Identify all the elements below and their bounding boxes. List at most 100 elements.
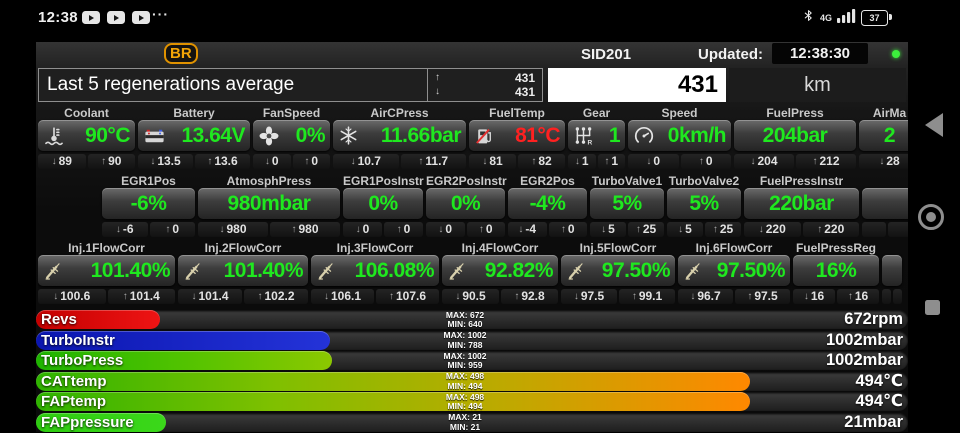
down-arrow-icon: ↓ (574, 156, 580, 167)
br-logo[interactable]: BR (164, 43, 198, 64)
down-arrow-icon: ↓ (482, 156, 488, 167)
gauge-min: ↓ 89 (38, 154, 86, 169)
gauge-min-max: ↓ 13.5 ↑ 13.6 (138, 154, 250, 169)
gauge-min-max: ↓ 0 ↑ 0 (343, 222, 423, 237)
injector-icon (447, 261, 467, 281)
up-arrow-icon: ↑ (635, 224, 641, 235)
gauge-label (882, 241, 902, 255)
distance-input[interactable]: 431 (548, 68, 726, 102)
home-icon[interactable] (918, 204, 944, 230)
gauge-min-max: ↓ -4 ↑ 0 (508, 222, 587, 237)
gauge-value-box[interactable]: 5% (590, 188, 664, 219)
gauge-value-box[interactable]: 101.40% (38, 255, 175, 286)
meter-bar-turboinstr[interactable]: TurboInstr MAX: 1002 MIN: 788 1002mbar (36, 330, 908, 350)
gauge-min-max: ↓ 90.5 ↑ 92.8 (442, 289, 558, 304)
gauge-value-box[interactable]: 106.08% (311, 255, 439, 286)
gauge-min: ↓ 0 (628, 154, 679, 169)
regen-selector[interactable]: Last 5 regenerations average ↑ 431 ↓ 431 (38, 68, 543, 102)
meter-bar-faptemp[interactable]: FAPtemp MAX: 498 MIN: 494 494℃ (36, 392, 908, 411)
down-arrow-icon: ↓ (355, 224, 361, 235)
gauge-value-box[interactable] (862, 188, 908, 219)
down-arrow-icon: ↓ (435, 86, 440, 97)
down-arrow-icon: ↓ (750, 156, 756, 167)
gauge-value-box[interactable]: 2 (859, 120, 908, 151)
gauge-value-box[interactable]: 204bar (734, 120, 856, 151)
up-arrow-icon: ↑ (304, 156, 310, 167)
gauge-min: ↓ 97.5 (561, 289, 617, 304)
gauge-min-max: ↓ 96.7 ↑ 97.5 (678, 289, 790, 304)
gauge-label: AirMa (872, 106, 907, 120)
gauge-value-box[interactable]: 81°C (469, 120, 565, 151)
gauge-label: Inj.5FlowCorr (579, 241, 657, 255)
gauge-min: ↓ 0 (253, 154, 291, 169)
up-arrow-icon: ↑ (514, 291, 520, 302)
down-arrow-icon: ↓ (350, 156, 356, 167)
gauge-value-box[interactable]: 11.66bar (333, 120, 466, 151)
meter-bar-revs[interactable]: Revs MAX: 672 MIN: 640 672rpm (36, 310, 908, 329)
gauge-value: 0km/h (667, 123, 727, 147)
gauge-value-box[interactable]: 16% (793, 255, 879, 286)
gauge-value-box[interactable]: 0% (426, 188, 505, 219)
meter-bar-fappressure[interactable]: FAPpressure MAX: 21 MIN: 21 21mbar (36, 412, 908, 432)
gauge-value-box[interactable]: 13.64V (138, 120, 250, 151)
fan-icon (258, 125, 280, 147)
gauge-label (862, 174, 908, 188)
gauge-cell: Inj.4FlowCorr 92.82% ↓ 90.5 ↑ 92.8 (442, 241, 558, 304)
meter-bar-fill (36, 371, 751, 391)
gauge-value-box[interactable]: 90°C (38, 120, 135, 151)
gauge-max: ↑ 13.6 (195, 154, 250, 169)
gauge-value-box[interactable]: 0km/h (628, 120, 731, 151)
gauge-value-box[interactable]: 0% (253, 120, 330, 151)
gauge-max (893, 289, 902, 304)
gauge-min-max: ↓ 106.1 ↑ 107.6 (311, 289, 439, 304)
gauge-value-box[interactable]: 220bar (744, 188, 859, 219)
gauge-value: 11.66bar (380, 123, 462, 147)
bluetooth-icon (802, 7, 815, 29)
meter-bar-min-max: MAX: 21 MIN: 21 (448, 412, 482, 432)
back-icon[interactable] (925, 113, 943, 137)
gauge-value-box[interactable]: 97.50% (561, 255, 675, 286)
gauge-min-max: ↓ 0 ↑ 0 (426, 222, 505, 237)
gauge-value-box[interactable] (882, 255, 902, 286)
meter-bar-turbopress[interactable]: TurboPress MAX: 1002 MIN: 959 1002mbar (36, 351, 908, 370)
gauge-value-box[interactable]: 980mbar (198, 188, 340, 219)
gauge-max: ↑ 92.8 (501, 289, 558, 304)
gauge-min: ↓ 96.7 (678, 289, 733, 304)
recents-icon[interactable] (925, 300, 940, 315)
gauge-value-box[interactable]: -4% (508, 188, 587, 219)
gauge-value: 204bar (762, 123, 828, 147)
meter-bars: Revs MAX: 672 MIN: 640 672rpm TurboInstr MAX:… (36, 310, 908, 433)
gauge-cell: Inj.1FlowCorr 101.40% ↓ 100.6 ↑ 101.4 (38, 241, 175, 304)
up-arrow-icon: ↑ (560, 224, 566, 235)
gauge-value: 0% (295, 123, 326, 147)
down-arrow-icon: ↓ (51, 156, 57, 167)
gauge-value-box[interactable]: -6% (102, 188, 195, 219)
gauge-value-box[interactable]: 0% (343, 188, 423, 219)
down-arrow-icon: ↓ (438, 224, 444, 235)
gauge-cell-clipped (882, 241, 902, 304)
gauge-min: ↓ 100.6 (38, 289, 106, 304)
meter-bar-cattemp[interactable]: CATtemp MAX: 498 MIN: 494 494℃ (36, 371, 908, 391)
injector-icon (566, 261, 586, 281)
gauge-max: ↑ 212 (796, 154, 856, 169)
gauge-min-max: ↓ 5 ↑ 25 (667, 222, 741, 237)
down-arrow-icon: ↓ (323, 291, 329, 302)
gauge-value-box[interactable]: 5% (667, 188, 741, 219)
play-icon (132, 11, 150, 24)
gauge-min-max: ↓ 100.6 ↑ 101.4 (38, 289, 175, 304)
gauge-min: ↓ 1 (568, 154, 596, 169)
gauge-value-box[interactable]: 97.50% (678, 255, 790, 286)
gauge-label: FuelTemp (489, 106, 545, 120)
gauge-value: 16% (815, 258, 857, 282)
gauge-max: ↑ 0 (680, 154, 731, 169)
gauge-label: EGR2Pos (520, 174, 575, 188)
svg-text:R: R (588, 140, 593, 146)
gauge-label: FanSpeed (262, 106, 321, 120)
gauge-value-box[interactable]: 92.82% (442, 255, 558, 286)
down-arrow-icon: ↓ (115, 224, 121, 235)
gauge-label: Inj.1FlowCorr (68, 241, 145, 255)
meter-bar-fill (36, 310, 160, 329)
gauge-value-box[interactable]: 101.40% (178, 255, 308, 286)
